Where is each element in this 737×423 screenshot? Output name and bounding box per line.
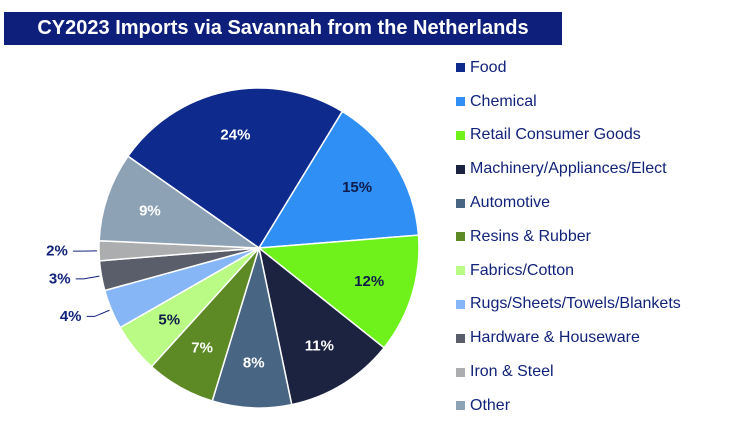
legend-label: Other [470, 396, 511, 414]
legend-label: Retail Consumer Goods [470, 126, 641, 144]
legend-swatch [456, 97, 465, 107]
data-label-chemical: 15% [342, 179, 372, 196]
legend-item-chemical: Chemical [456, 85, 737, 119]
chart-title: CY2023 Imports via Savannah from the Net… [37, 17, 529, 39]
data-label-retail-consumer-goods: 12% [354, 273, 384, 290]
legend-swatch [456, 266, 465, 276]
legend-label: Automotive [470, 194, 551, 212]
legend-label: Rugs/Sheets/Towels/Blankets [470, 295, 681, 313]
pie-slice-chemical [257, 110, 420, 249]
pie-slice-retail-consumer-goods [257, 234, 420, 349]
legend-label: Fabrics/Cotton [470, 261, 575, 279]
legend-label: Iron & Steel [470, 363, 554, 381]
legend-swatch [456, 367, 465, 377]
data-label-other: 9% [139, 202, 161, 219]
leader-line-rugs-sheets-towels-blankets [86, 309, 110, 317]
data-label-resins-rubber: 7% [191, 340, 213, 357]
legend-item-rugs-sheets-towels-blankets: Rugs/Sheets/Towels/Blankets [456, 288, 737, 322]
chart-title-bar: CY2023 Imports via Savannah from the Net… [4, 12, 562, 45]
legend-item-resins-rubber: Resins & Rubber [456, 220, 737, 254]
legend-label: Food [470, 58, 507, 76]
legend: Food Chemical Retail Consumer Goods Machine… [456, 51, 737, 423]
legend-swatch [456, 333, 465, 343]
legend-label: Machinery/Appliances/Elect [470, 160, 667, 178]
pie-slice-food [126, 87, 344, 250]
legend-item-automotive: Automotive [456, 186, 737, 220]
data-label-hardware-houseware: 3% [49, 270, 71, 287]
data-label-fabrics-cotton: 5% [158, 312, 180, 329]
legend-label: Resins & Rubber [470, 227, 591, 245]
legend-item-fabrics-cotton: Fabrics/Cotton [456, 254, 737, 288]
legend-swatch [456, 232, 465, 242]
legend-swatch [456, 63, 465, 73]
legend-label: Hardware & Houseware [470, 329, 640, 347]
data-label-rugs-sheets-towels-blankets: 4% [60, 308, 82, 325]
legend-item-food: Food [456, 51, 737, 85]
legend-item-other: Other [456, 389, 737, 423]
pie-slice-other [98, 155, 262, 249]
legend-item-machinery-appliances-elect: Machinery/Appliances/Elect [456, 152, 737, 186]
data-label-machinery-appliances-elect: 11% [305, 338, 334, 355]
pie-slice-machinery-appliances-elect [257, 246, 386, 406]
legend-swatch [456, 401, 465, 411]
legend-swatch [456, 299, 465, 309]
data-label-food: 24% [220, 127, 250, 144]
data-label-automotive: 8% [243, 355, 265, 372]
leader-line-hardware-houseware [75, 275, 100, 280]
legend-swatch [456, 198, 465, 208]
legend-item-retail-consumer-goods: Retail Consumer Goods [456, 119, 737, 153]
legend-swatch [456, 130, 465, 140]
legend-item-hardware-houseware: Hardware & Houseware [456, 321, 737, 355]
legend-item-iron-steel: Iron & Steel [456, 355, 737, 389]
legend-label: Chemical [470, 92, 537, 110]
legend-swatch [456, 164, 465, 174]
data-label-iron-steel: 2% [46, 243, 68, 260]
